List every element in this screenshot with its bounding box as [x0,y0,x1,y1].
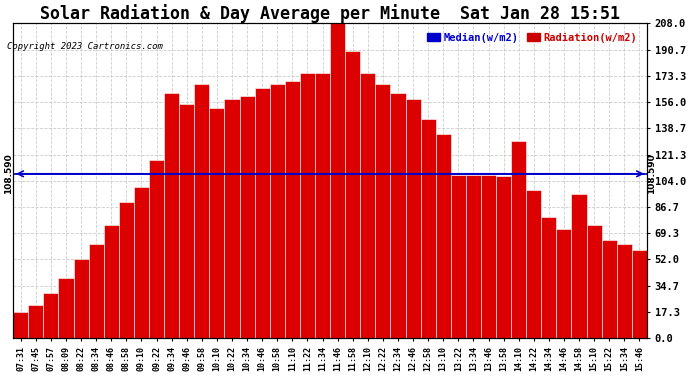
Bar [104,225,119,338]
Bar [239,96,255,338]
Bar [451,175,466,338]
Text: 108.590: 108.590 [4,153,13,194]
Bar [119,202,134,338]
Bar [74,260,88,338]
Bar [28,305,43,338]
Title: Solar Radiation & Day Average per Minute  Sat Jan 28 15:51: Solar Radiation & Day Average per Minute… [40,4,620,23]
Bar [617,244,632,338]
Bar [526,190,542,338]
Bar [270,84,285,338]
Bar [511,141,526,338]
Bar [179,104,195,338]
Bar [375,84,391,338]
Bar [391,93,406,338]
Bar [421,119,435,338]
Bar [134,187,149,338]
Legend: Median(w/m2), Radiation(w/m2): Median(w/m2), Radiation(w/m2) [423,28,642,47]
Bar [164,93,179,338]
Bar [602,240,617,338]
Bar [255,88,270,338]
Bar [224,99,239,338]
Bar [13,312,28,338]
Bar [195,84,209,338]
Bar [481,175,496,338]
Bar [632,251,647,338]
Bar [300,73,315,338]
Bar [209,108,224,338]
Bar [285,81,300,338]
Bar [571,194,586,338]
Bar [466,175,481,338]
Bar [496,176,511,338]
Bar [586,225,602,338]
Bar [345,51,360,338]
Bar [315,73,330,338]
Text: 108.590: 108.590 [647,153,656,194]
Bar [435,134,451,338]
Bar [542,217,556,338]
Text: Copyright 2023 Cartronics.com: Copyright 2023 Cartronics.com [7,42,163,51]
Bar [43,293,59,338]
Bar [149,159,164,338]
Bar [406,99,421,338]
Bar [360,73,375,338]
Bar [88,244,104,338]
Bar [59,278,74,338]
Bar [556,229,571,338]
Bar [330,17,345,338]
